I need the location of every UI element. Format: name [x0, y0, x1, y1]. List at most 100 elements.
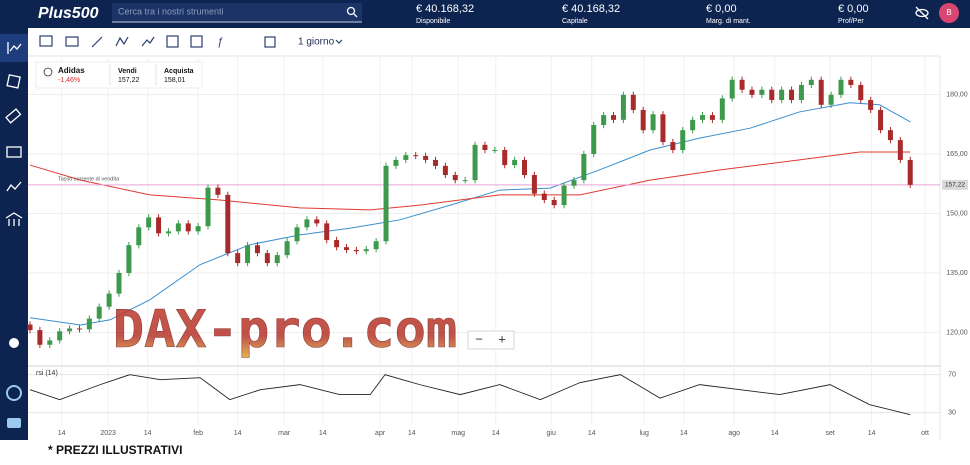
sidebar-icon[interactable] — [6, 181, 22, 192]
avatar[interactable] — [939, 3, 959, 23]
current-price-tag — [942, 179, 968, 190]
timeframe-chevron[interactable] — [335, 39, 343, 44]
hide-icon[interactable] — [915, 6, 929, 20]
help-icon[interactable] — [6, 385, 22, 401]
candle-body — [531, 174, 537, 194]
candle-body — [512, 159, 518, 166]
candle-body — [353, 249, 359, 252]
candle-body — [294, 227, 300, 242]
tool-icon[interactable]: ƒ — [217, 36, 223, 48]
zoom-out[interactable]: − — [475, 331, 483, 346]
tool-icon[interactable] — [190, 35, 203, 48]
logo[interactable]: Plus500 — [38, 5, 99, 22]
candle-body — [284, 241, 290, 256]
tool-icon[interactable] — [39, 35, 53, 47]
buy-price[interactable]: 158,01 — [164, 77, 186, 84]
sidebar-icon[interactable] — [6, 74, 21, 89]
candle-body — [551, 199, 557, 206]
x-tick-label: 14 — [868, 430, 876, 437]
candle-body — [215, 187, 221, 195]
search-placeholder: Cerca tra i nostri strumenti — [118, 6, 224, 16]
candle-body — [541, 193, 547, 200]
x-tick-label: apr — [375, 430, 386, 437]
info-icon[interactable] — [43, 67, 53, 77]
sell-price[interactable]: 157,22 — [118, 77, 140, 84]
zoom-in[interactable]: + — [498, 331, 506, 346]
tool-icon[interactable] — [91, 36, 103, 48]
panel-title: rsi (14) — [36, 370, 58, 377]
sidebar-icon[interactable] — [7, 42, 22, 54]
candle-body — [739, 79, 745, 90]
stat-label: Disponibile — [416, 18, 450, 25]
avatar-letter: B — [946, 8, 951, 17]
stat-label: Marg. di mant. — [706, 18, 751, 25]
stat-value: € 0,00 — [706, 3, 737, 15]
sell-label[interactable]: Vendi — [118, 68, 137, 75]
candle-body — [492, 150, 498, 152]
x-tick-label: 14 — [492, 430, 500, 437]
timeframe[interactable]: 1 giorno — [298, 37, 335, 48]
y-tick-label: 70 — [948, 371, 956, 378]
search-box[interactable] — [112, 3, 362, 22]
tool-icon[interactable] — [166, 35, 179, 48]
candle-body — [363, 249, 369, 252]
tool-icon[interactable] — [115, 36, 129, 47]
instrument-name: Adidas — [58, 66, 85, 75]
candle-body — [235, 253, 241, 264]
x-tick-label: lug — [640, 430, 649, 437]
candle-body — [373, 241, 379, 250]
tool-icon[interactable] — [141, 36, 155, 47]
candle-body — [254, 245, 260, 254]
candle-body — [630, 94, 636, 110]
candle-body — [808, 79, 814, 85]
toolbar: ƒ 1 giorno — [39, 35, 343, 48]
sidebar-icon[interactable] — [5, 108, 22, 124]
candle-body — [136, 227, 142, 246]
candle-body — [175, 223, 181, 232]
rsi-line — [29, 374, 911, 416]
candle-body — [314, 219, 320, 224]
x-tick-label: mar — [278, 430, 291, 437]
sidebar-icon[interactable] — [6, 146, 22, 158]
instrument-change: -1,46% — [58, 77, 80, 84]
candle-body — [848, 79, 854, 85]
plot: 120,00 135,00 150,00 165,00 180,00 14 2023 14 fe… — [27, 56, 968, 437]
tool-icon[interactable] — [65, 36, 79, 47]
candle-body — [156, 217, 162, 234]
candle-body — [779, 89, 785, 101]
candle-body — [126, 245, 132, 273]
candle-body — [47, 340, 53, 345]
candle-body — [719, 98, 725, 120]
candle-body — [798, 84, 804, 101]
tool-icon[interactable] — [264, 36, 276, 48]
y-tick-label: 135,00 — [946, 270, 968, 277]
candle-body — [423, 155, 429, 160]
theme-icon[interactable] — [9, 338, 19, 348]
x-tick-label: 14 — [319, 430, 327, 437]
candle-body — [611, 115, 617, 120]
x-tick-label: 14 — [408, 430, 416, 437]
candle-body — [383, 165, 389, 242]
candle-body — [601, 115, 607, 126]
x-tick-label: ago — [728, 430, 740, 437]
candle-body — [670, 142, 676, 151]
candle-body — [887, 130, 893, 141]
candle-body — [640, 109, 646, 131]
candle-body — [403, 155, 409, 160]
moving-average — [29, 151, 911, 211]
buy-label[interactable]: Acquista — [164, 68, 194, 75]
search-icon[interactable] — [346, 6, 356, 16]
candle-body — [57, 331, 63, 341]
y-tick-label: 150,00 — [946, 210, 968, 217]
candle-body — [680, 130, 686, 151]
candle-body — [868, 100, 874, 110]
sidebar-icon[interactable] — [5, 212, 23, 226]
candle-body — [660, 114, 666, 143]
candle-body — [67, 328, 73, 332]
chat-icon[interactable] — [7, 418, 21, 428]
candle-body — [442, 165, 448, 175]
current-price-value: 157,22 — [945, 182, 965, 189]
candle-body — [907, 159, 913, 185]
sidebar — [0, 28, 28, 440]
x-tick-label: mag — [451, 430, 465, 437]
